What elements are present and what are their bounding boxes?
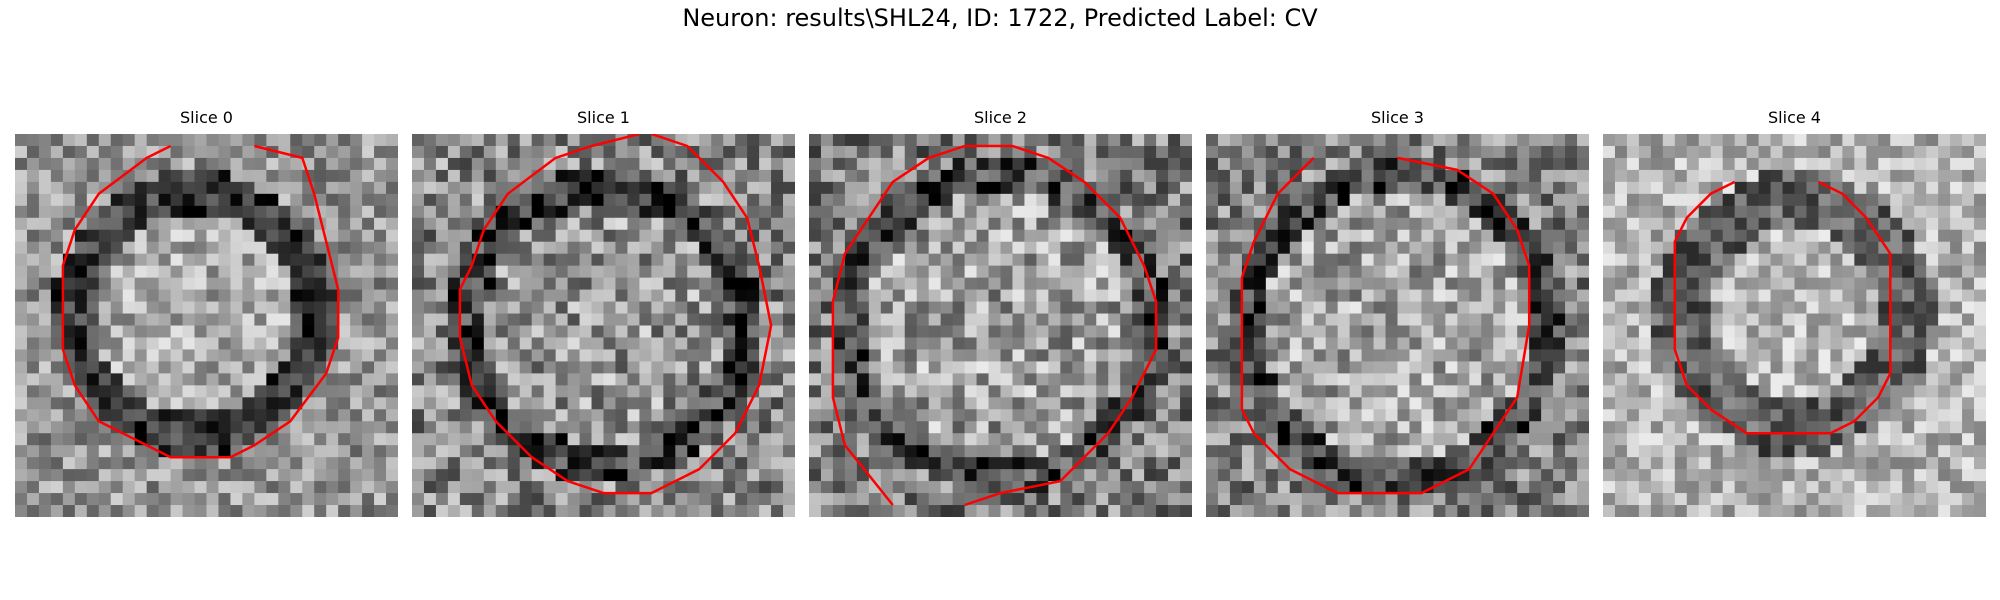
slice-title: Slice 0 [15, 108, 398, 127]
slice-panel-1: Slice 1 [412, 0, 795, 520]
slice-image-0 [15, 134, 398, 517]
slice-panel-2: Slice 2 [809, 0, 1192, 520]
slice-title: Slice 1 [412, 108, 795, 127]
slice-image-2 [809, 134, 1192, 517]
slice-image-1 [412, 134, 795, 517]
slice-image-4 [1603, 134, 1986, 517]
slice-image-3 [1206, 134, 1589, 517]
slice-title: Slice 3 [1206, 108, 1589, 127]
slice-panel-3: Slice 3 [1206, 0, 1589, 520]
slice-panel-0: Slice 0 [15, 0, 398, 520]
slice-panel-4: Slice 4 [1603, 0, 1986, 520]
slice-title: Slice 4 [1603, 108, 1986, 127]
slice-title: Slice 2 [809, 108, 1192, 127]
